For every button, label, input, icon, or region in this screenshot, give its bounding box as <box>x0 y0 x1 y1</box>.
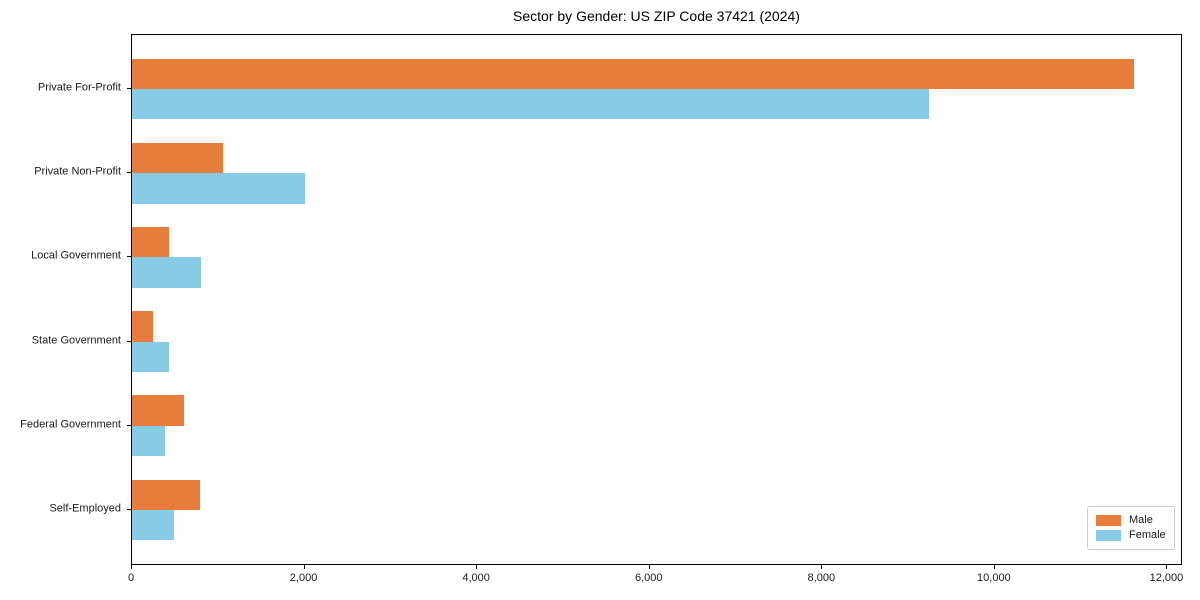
y-tick-mark <box>127 509 131 510</box>
y-tick-mark <box>127 424 131 426</box>
xtick-label-2-000: 2,000 <box>289 572 318 584</box>
y-tick-mark <box>127 340 131 342</box>
ytick-label-private-for-profit: Private For-Profit <box>37 81 121 94</box>
bar-female-federal-government <box>132 425 165 457</box>
y-tick-mark <box>127 172 131 174</box>
bar-male-federal-government <box>132 395 184 426</box>
bar-male-self-employed <box>132 479 201 510</box>
legend-entry-female: Female <box>1096 528 1166 543</box>
xtick-label-4-000: 4,000 <box>462 572 490 584</box>
ytick-label-private-non-profit: Private Non-Profit <box>34 165 121 178</box>
legend-label-male: Male <box>1129 514 1153 526</box>
xtick-label-6-000: 6,000 <box>634 572 663 584</box>
ytick-label-state-government: State Government <box>31 334 121 347</box>
bar-male-local-government <box>132 227 170 258</box>
bar-female-self-employed <box>132 510 175 541</box>
chart-title: Sector by Gender: US ZIP Code 37421 (202… <box>513 8 800 24</box>
ytick-label-local-government: Local Government <box>31 249 121 262</box>
x-tick-mark <box>993 565 995 569</box>
bar-male-private-non-profit <box>132 142 224 174</box>
bar-female-local-government <box>132 257 202 288</box>
x-tick-mark <box>303 565 305 569</box>
female-color-swatch <box>1096 530 1121 541</box>
xtick-label-10-000: 10,000 <box>977 572 1011 584</box>
y-tick-mark <box>127 88 131 89</box>
bar-female-private-non-profit <box>132 173 305 204</box>
ytick-label-self-employed: Self-Employed <box>49 502 121 515</box>
bar-male-state-government <box>132 311 153 342</box>
xtick-label-0: 0 <box>127 572 135 584</box>
x-tick-mark <box>1166 565 1168 569</box>
x-tick-mark <box>821 565 823 569</box>
plot-area <box>131 34 1182 565</box>
male-color-swatch <box>1096 515 1121 526</box>
xtick-label-12-000: 12,000 <box>1149 572 1184 584</box>
legend-label-female: Female <box>1129 529 1166 541</box>
x-tick-mark <box>131 565 132 569</box>
x-tick-mark <box>476 565 478 569</box>
bar-male-private-for-profit <box>132 58 1134 89</box>
legend-entry-male: Male <box>1096 513 1166 528</box>
x-tick-mark <box>648 565 650 569</box>
xtick-label-8-000: 8,000 <box>807 572 836 584</box>
ytick-label-federal-government: Federal Government <box>20 418 121 431</box>
y-tick-mark <box>127 256 131 258</box>
legend: Male Female <box>1087 506 1175 550</box>
bar-female-private-for-profit <box>132 89 930 120</box>
bar-female-state-government <box>132 341 170 372</box>
